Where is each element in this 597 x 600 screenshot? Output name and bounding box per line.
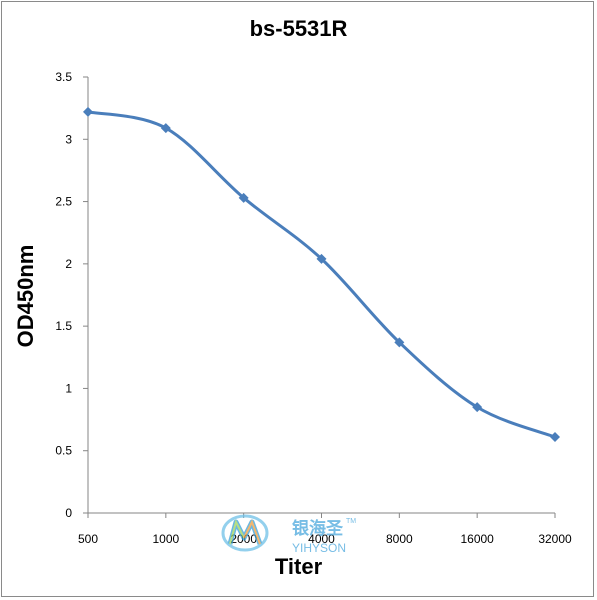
x-axis-label: Titer [274, 554, 323, 579]
data-point [83, 106, 93, 117]
data-point [316, 253, 327, 264]
x-tick-label: 16000 [460, 532, 494, 546]
watermark-cn-text: 银海圣 [292, 518, 344, 539]
data-point [550, 432, 560, 443]
y-tick-label: 1 [65, 381, 72, 395]
x-tick-label: 500 [78, 532, 98, 546]
series [83, 106, 560, 443]
axes [87, 77, 555, 514]
y-tick-label: 2 [65, 257, 72, 271]
x-tick-label: 4000 [308, 532, 335, 546]
watermark-tm-text: TM [346, 518, 356, 525]
logo-mark-icon [221, 514, 269, 552]
x-tick-label: 8000 [386, 532, 413, 546]
yihyson-logo-watermark: 银海圣 TM YIHYSON [221, 514, 356, 555]
y-tick-label: 0.5 [55, 444, 72, 458]
data-point [472, 402, 483, 413]
series-line [87, 110, 556, 439]
y-ticks: 0 0.5 1 1.5 2 2.5 3 3.5 [55, 70, 88, 520]
y-tick-label: 3.5 [55, 70, 72, 84]
watermark-en-text: YIHYSON [292, 541, 346, 555]
y-tick-label: 2.5 [55, 195, 72, 209]
y-tick-label: 1.5 [55, 319, 72, 333]
data-point [238, 192, 249, 203]
data-point [160, 123, 171, 134]
x-tick-label: 1000 [152, 532, 179, 546]
data-point [394, 337, 405, 348]
x-ticks: 500 1000 2000 4000 8000 16000 32000 [78, 513, 572, 546]
y-tick-label: 0 [65, 506, 72, 520]
y-tick-label: 3 [65, 132, 72, 146]
chart-title: bs-5531R [249, 16, 348, 41]
x-tick-label: 32000 [538, 532, 572, 546]
